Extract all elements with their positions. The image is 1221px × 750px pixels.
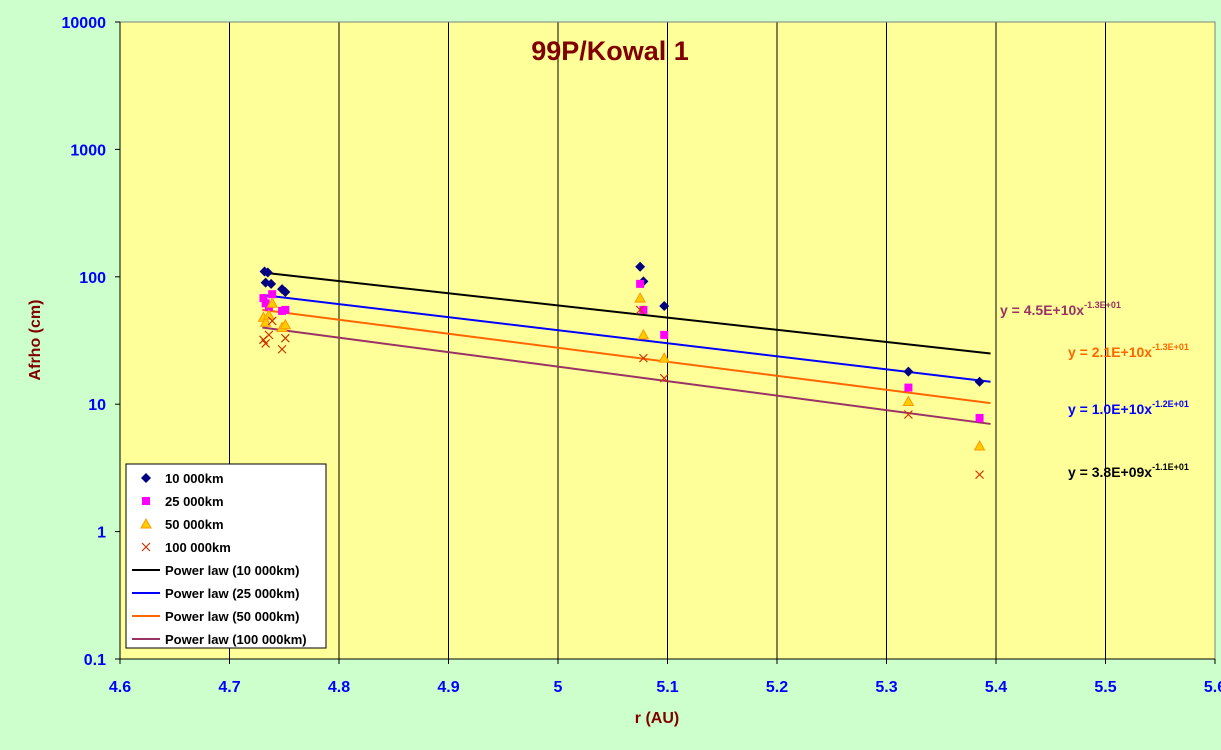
y-tick-label: 10 bbox=[88, 397, 106, 414]
data-point bbox=[280, 333, 290, 343]
data-point bbox=[660, 330, 669, 339]
data-point bbox=[636, 279, 645, 288]
legend-label: Power law (100 000km) bbox=[165, 632, 307, 647]
trendline-equation: y = 4.5E+10x-1.3E+01 bbox=[1000, 300, 1121, 318]
legend-label: Power law (50 000km) bbox=[165, 609, 299, 624]
data-point bbox=[903, 410, 913, 419]
legend-marker bbox=[141, 473, 151, 483]
x-tick-label: 4.9 bbox=[437, 679, 459, 696]
trendlines bbox=[262, 271, 991, 425]
trendline bbox=[262, 326, 991, 425]
equation-base: y = 2.1E+10x bbox=[1068, 344, 1152, 360]
data-point bbox=[277, 344, 287, 354]
data-point bbox=[279, 318, 292, 330]
x-tick-label: 5.3 bbox=[875, 679, 897, 696]
legend-label: 25 000km bbox=[165, 494, 224, 509]
legend-label: Power law (25 000km) bbox=[165, 586, 299, 601]
chart-title: 99P/Kowal 1 bbox=[531, 36, 689, 66]
legend-marker bbox=[141, 542, 151, 552]
data-point bbox=[638, 353, 648, 363]
trendline-equation: y = 1.0E+10x-1.2E+01 bbox=[1068, 399, 1189, 417]
data-point bbox=[281, 305, 290, 314]
trendline bbox=[262, 271, 991, 355]
data-point bbox=[973, 439, 986, 451]
data-point bbox=[262, 267, 273, 278]
legend: 10 000km 25 000km 50 000km 100 000km Power l… bbox=[125, 463, 327, 649]
x-tick-label: 5.2 bbox=[766, 679, 788, 696]
data-point bbox=[259, 294, 268, 303]
data-point bbox=[904, 383, 913, 392]
data-point bbox=[974, 376, 985, 387]
y-tick-label: 1 bbox=[97, 525, 106, 542]
x-tick-label: 4.8 bbox=[328, 679, 350, 696]
data-point bbox=[975, 470, 984, 480]
x-tick-label: 5 bbox=[554, 679, 563, 696]
y-tick-label: 1000 bbox=[70, 142, 106, 159]
trendline-equation: y = 3.8E+09x-1.1E+01 bbox=[1068, 462, 1189, 480]
equation-base: y = 3.8E+09x bbox=[1068, 464, 1152, 480]
legend-box bbox=[125, 463, 327, 649]
equation-base: y = 1.0E+10x bbox=[1068, 401, 1152, 417]
grid-lines bbox=[229, 22, 1106, 659]
x-tick-label: 4.7 bbox=[218, 679, 240, 696]
data-point bbox=[639, 305, 648, 314]
equation-exponent: -1.2E+01 bbox=[1152, 399, 1189, 409]
x-tick-label: 5.1 bbox=[656, 679, 678, 696]
legend-label: Power law (10 000km) bbox=[165, 563, 299, 578]
data-point bbox=[268, 290, 277, 299]
x-tick-label: 4.6 bbox=[109, 679, 131, 696]
trendline-equation: y = 2.1E+10x-1.3E+01 bbox=[1068, 342, 1189, 360]
legend-marker bbox=[140, 517, 152, 529]
equation-exponent: -1.3E+01 bbox=[1152, 342, 1189, 352]
x-tick-label: 5.6 bbox=[1204, 679, 1221, 696]
y-tick-label: 0.1 bbox=[84, 652, 106, 669]
legend-label: 10 000km bbox=[165, 471, 224, 486]
legend-marker bbox=[142, 497, 150, 505]
data-point bbox=[266, 278, 277, 289]
data-point bbox=[264, 330, 274, 340]
y-tick-label: 10000 bbox=[62, 15, 107, 32]
legend-label: 50 000km bbox=[165, 517, 224, 532]
equation-exponent: -1.3E+01 bbox=[1084, 300, 1121, 310]
data-point bbox=[902, 395, 915, 407]
y-tick-label: 100 bbox=[79, 270, 106, 287]
trendline bbox=[262, 293, 991, 383]
axis-ticks: 4.6 4.7 4.8 4.9 5 5.1 5.2 5.3 5.4 5.5 5.6 0.1 1 10 100… bbox=[62, 15, 1221, 696]
data-point bbox=[658, 352, 671, 363]
data-point bbox=[659, 300, 670, 311]
data-point bbox=[637, 328, 650, 340]
data-point bbox=[263, 309, 275, 320]
data-point bbox=[975, 413, 984, 422]
data-point bbox=[903, 366, 914, 377]
equation-base: y = 4.5E+10x bbox=[1000, 302, 1084, 318]
data-points bbox=[257, 261, 986, 480]
data-point bbox=[266, 297, 279, 308]
data-point bbox=[659, 373, 669, 383]
legend-label: 100 000km bbox=[165, 540, 231, 555]
x-axis-title: r (AU) bbox=[635, 710, 679, 727]
equation-exponent: -1.1E+01 bbox=[1152, 462, 1189, 472]
data-point bbox=[261, 338, 271, 348]
data-point bbox=[267, 316, 277, 326]
data-point bbox=[634, 292, 646, 303]
data-point bbox=[280, 286, 291, 297]
y-axis-title: Afrho (cm) bbox=[27, 300, 44, 381]
trendline-equations: y = 4.5E+10x-1.3E+01y = 2.1E+10x-1.3E+01… bbox=[1000, 300, 1189, 480]
trendline bbox=[262, 308, 991, 405]
x-tick-label: 5.5 bbox=[1094, 679, 1116, 696]
x-tick-label: 5.4 bbox=[985, 679, 1007, 696]
data-point bbox=[635, 305, 645, 315]
data-point bbox=[635, 261, 646, 272]
data-point bbox=[259, 316, 272, 327]
